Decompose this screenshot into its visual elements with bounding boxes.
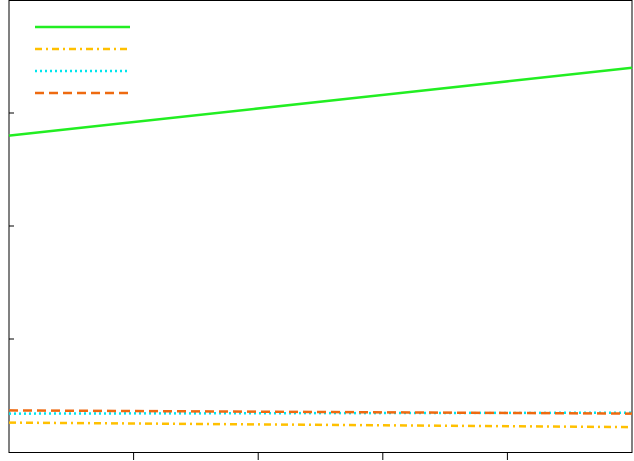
series-line-1 [8, 66, 633, 137]
series-lines [8, 66, 633, 429]
axes [8, 0, 633, 460]
legend [35, 25, 130, 95]
series-line-4 [8, 409, 633, 415]
plot-frame [8, 0, 633, 453]
series-line-2 [8, 421, 633, 429]
